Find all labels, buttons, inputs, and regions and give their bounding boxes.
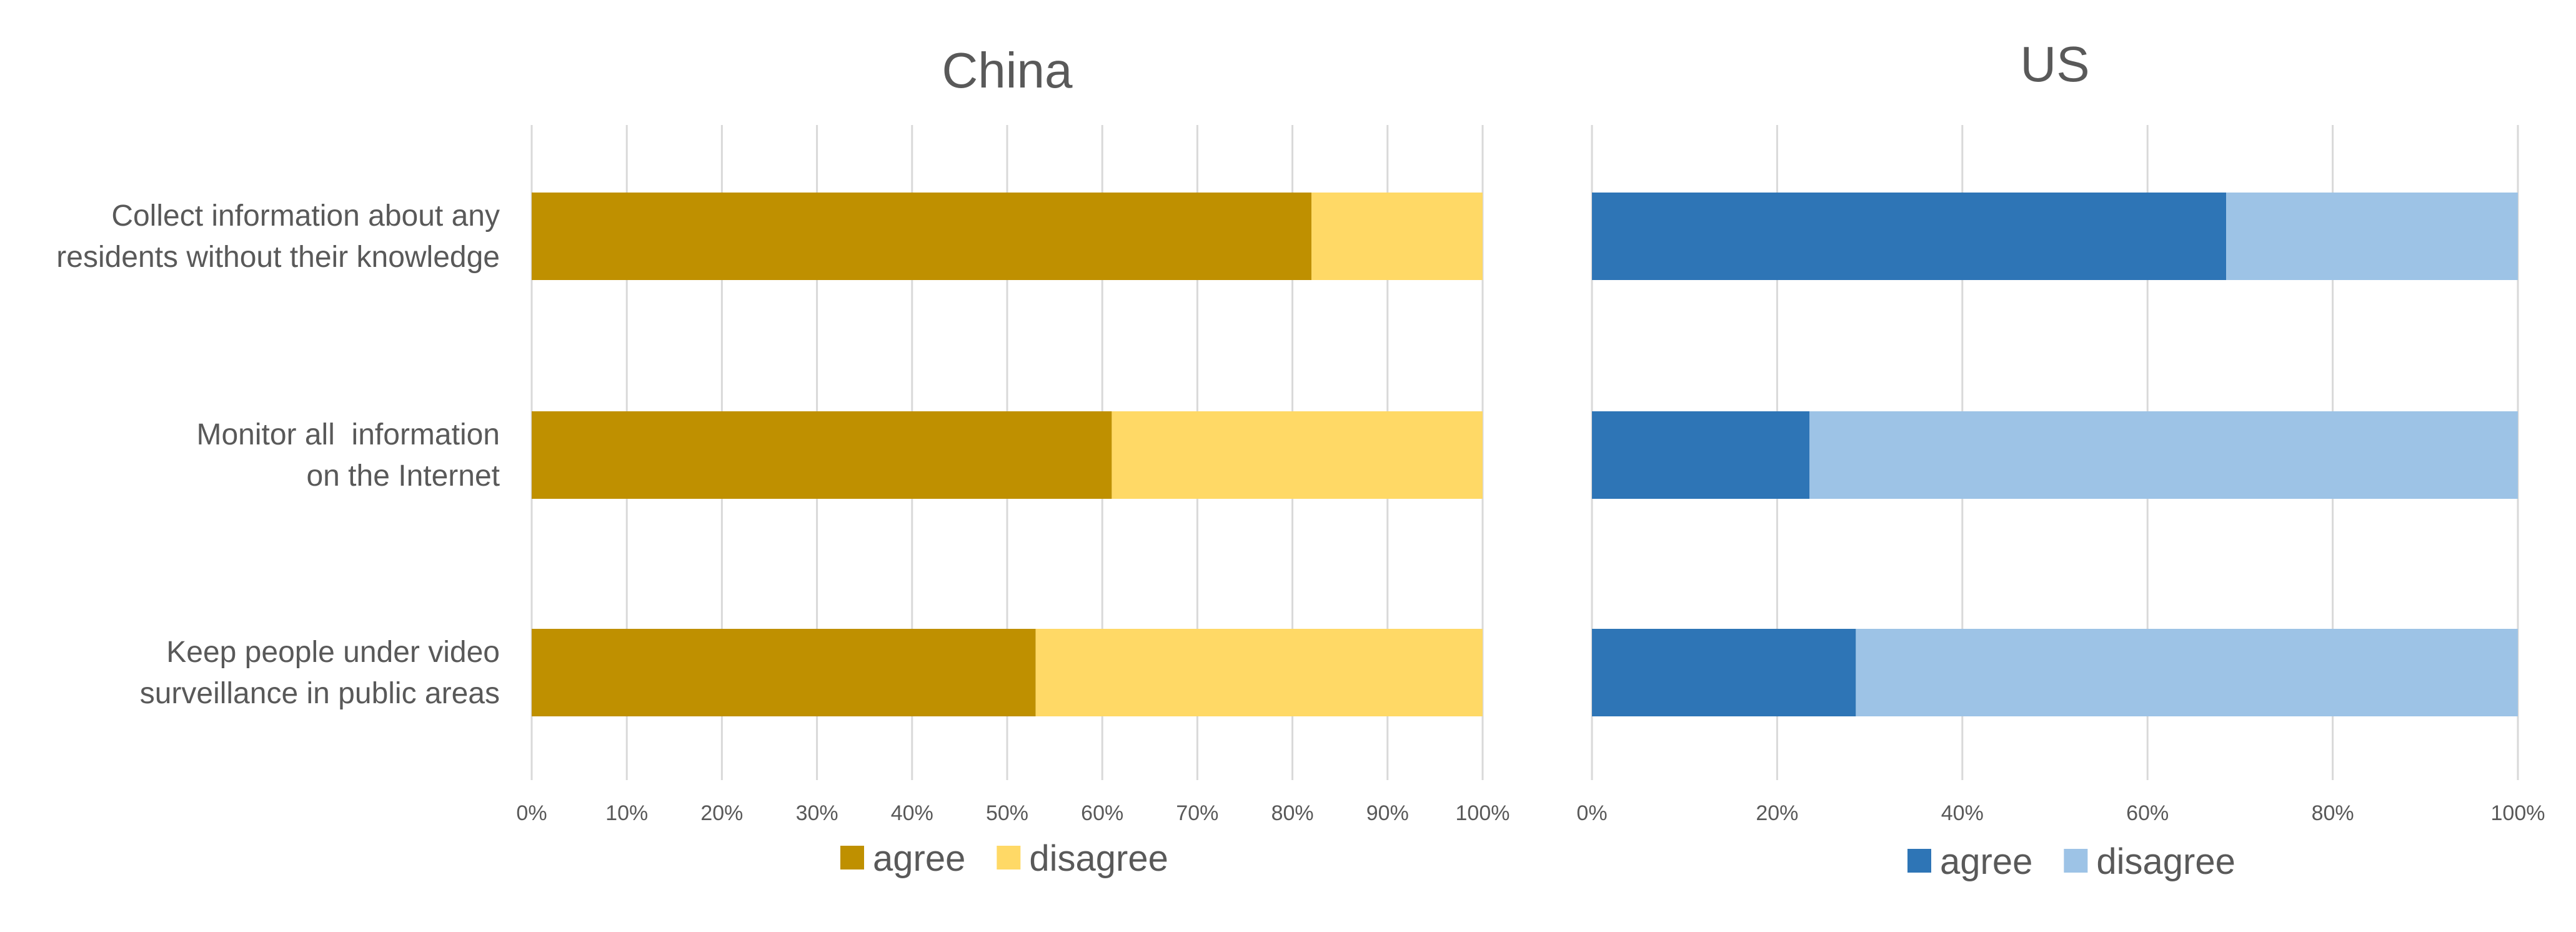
bar-agree [1592, 629, 1856, 716]
category-label: surveillance in public areas [140, 677, 500, 710]
bar-disagree [1311, 193, 1483, 280]
x-tick-label: 40% [891, 801, 933, 825]
legend-label-disagree: disagree [2096, 841, 2235, 882]
bar-agree [532, 411, 1112, 499]
x-tick-label: 100% [2491, 801, 2545, 825]
x-tick-label: 0% [1576, 801, 1607, 825]
legend-swatch-agree [1907, 849, 1931, 873]
category-label: residents without their knowledge [56, 241, 500, 274]
x-tick-label: 100% [1456, 801, 1510, 825]
category-label: Monitor all information [196, 418, 500, 451]
x-tick-label: 30% [796, 801, 838, 825]
category-label: Collect information about any [111, 199, 500, 233]
x-tick-label: 80% [2312, 801, 2354, 825]
bar-agree [1592, 411, 1810, 499]
bar-agree [532, 193, 1312, 280]
legend-swatch-agree [840, 846, 864, 869]
chart-title: US [2020, 36, 2089, 92]
category-label: on the Internet [306, 459, 500, 493]
legend-label-agree: agree [1940, 841, 2032, 882]
x-tick-label: 10% [605, 801, 648, 825]
legend-label-disagree: disagree [1029, 838, 1168, 879]
x-tick-label: 60% [2126, 801, 2169, 825]
x-tick-label: 0% [516, 801, 547, 825]
bar-agree [532, 629, 1036, 716]
x-tick-label: 40% [1941, 801, 1984, 825]
bar-disagree [1035, 629, 1483, 716]
bar-disagree [2226, 193, 2518, 280]
x-tick-label: 80% [1271, 801, 1314, 825]
x-tick-label: 60% [1081, 801, 1123, 825]
x-tick-label: 50% [986, 801, 1028, 825]
legend-swatch-disagree [2064, 849, 2088, 873]
bar-disagree [1856, 629, 2518, 716]
legend-label-agree: agree [873, 838, 965, 879]
bar-disagree [1809, 411, 2518, 499]
chart-title: China [942, 43, 1073, 98]
x-tick-label: 20% [1756, 801, 1798, 825]
bar-agree [1592, 193, 2227, 280]
x-tick-label: 20% [700, 801, 743, 825]
bar-disagree [1111, 411, 1483, 499]
legend-swatch-disagree [997, 846, 1021, 869]
x-tick-label: 70% [1176, 801, 1218, 825]
x-tick-label: 90% [1366, 801, 1409, 825]
category-label: Keep people under video [166, 636, 500, 669]
